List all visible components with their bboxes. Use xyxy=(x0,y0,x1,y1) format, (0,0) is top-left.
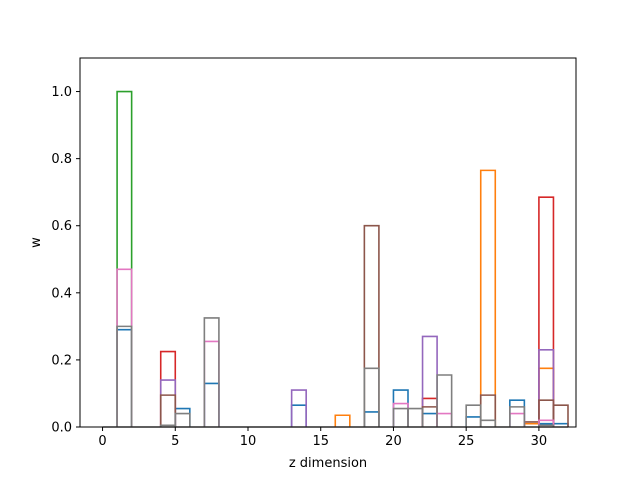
y-tick-label: 0.8 xyxy=(51,152,72,167)
hist-bar xyxy=(116,325,133,427)
hist-bar xyxy=(334,414,351,427)
axes-frame xyxy=(79,57,577,428)
hist-bar xyxy=(479,169,497,427)
hist-bar xyxy=(116,90,133,427)
x-tick-label: 10 xyxy=(240,434,257,449)
y-tick-label: 0.6 xyxy=(51,219,72,234)
y-axis-ticks: 0.0 0.2 0.4 0.6 0.8 1.0 xyxy=(51,85,80,436)
x-tick-label: 5 xyxy=(171,434,179,449)
hist-bar xyxy=(290,389,307,427)
y-tick-label: 0.4 xyxy=(51,286,72,301)
hist-bar xyxy=(363,367,380,427)
hist-bar xyxy=(203,317,220,427)
hist-bar xyxy=(407,407,424,427)
x-tick-label: 30 xyxy=(531,434,548,449)
hist-bar xyxy=(436,374,453,427)
x-tick-label: 20 xyxy=(385,434,402,449)
x-tick-label: 25 xyxy=(458,434,475,449)
hist-bar xyxy=(552,404,569,427)
hist-bar xyxy=(465,404,482,427)
x-tick-label: 0 xyxy=(98,434,106,449)
series-7 xyxy=(116,317,555,427)
hist-bar xyxy=(479,419,497,427)
y-axis-label: w xyxy=(29,237,44,248)
hist-bar xyxy=(363,224,380,427)
series-2 xyxy=(116,90,133,427)
hist-bar xyxy=(538,424,555,427)
hist-bar xyxy=(538,349,555,427)
y-tick-label: 0.0 xyxy=(51,421,72,436)
hist-bar xyxy=(509,406,526,427)
hist-bar xyxy=(174,412,191,427)
hist-bar xyxy=(159,394,177,427)
hist-bar xyxy=(538,419,555,427)
hist-bar xyxy=(538,196,555,427)
y-tick-label: 0.2 xyxy=(51,353,72,368)
y-tick-label: 1.0 xyxy=(51,85,72,100)
x-axis-label: z dimension xyxy=(289,456,367,471)
x-axis-ticks: 0 5 10 15 20 25 30 xyxy=(98,427,547,449)
x-tick-label: 15 xyxy=(312,434,329,449)
histogram-series xyxy=(102,90,569,428)
